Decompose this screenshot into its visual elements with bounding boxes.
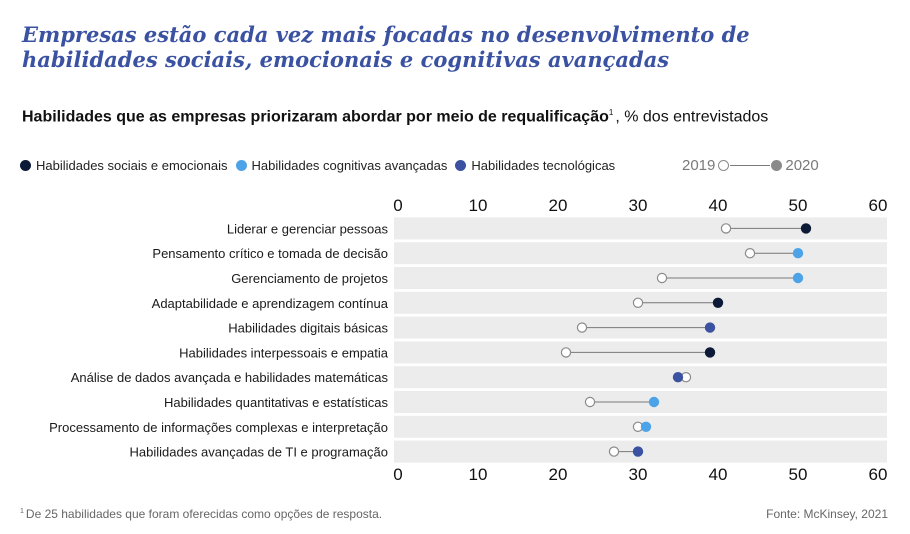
point-2020: [648, 396, 660, 408]
x-tick-label-top: 10: [469, 196, 488, 215]
subtitle-footnote-marker: 1: [608, 108, 614, 117]
row-label: Habilidades avançadas de TI e programaçã…: [130, 445, 388, 460]
legend-label-tech: Habilidades tecnológicas: [471, 158, 616, 173]
legend: Habilidades sociais e emocionais Habilid…: [20, 158, 623, 173]
legend-label-social: Habilidades sociais e emocionais: [36, 158, 228, 173]
x-tick-label-top: 30: [629, 196, 648, 215]
row-label: Análise de dados avançada e habilidades …: [71, 370, 389, 385]
point-2020: [792, 248, 804, 259]
point-2019: [632, 297, 644, 308]
year-legend-open-dot: [718, 160, 730, 171]
row-label: Processamento de informações complexas e…: [49, 420, 388, 435]
point-2019: [656, 272, 668, 284]
year-legend-end: 2020: [785, 157, 819, 174]
point-2019: [576, 322, 588, 333]
year-legend-line: [730, 165, 771, 166]
point-2019: [584, 396, 596, 408]
row-label: Habilidades digitais básicas: [228, 321, 388, 336]
legend-dot-cognitive: [235, 160, 247, 171]
row-label: Pensamento crítico e tomada de decisão: [152, 246, 388, 261]
point-2020: [640, 421, 652, 432]
point-2020: [792, 272, 804, 284]
x-tick-label-top: 0: [393, 196, 402, 215]
point-2020: [632, 446, 644, 457]
point-2020: [712, 297, 724, 308]
x-tick-label-top: 20: [549, 196, 568, 215]
legend-label-cognitive: Habilidades cognitivas avançadas: [251, 158, 448, 173]
x-tick-label-bottom: 40: [709, 465, 728, 484]
row-band: [394, 366, 887, 389]
legend-dot-tech: [455, 160, 467, 171]
source: Fonte: McKinsey, 2021: [766, 507, 888, 521]
point-2020: [704, 322, 716, 333]
chart-subtitle: Habilidades que as empresas priorizaram …: [22, 108, 768, 126]
x-tick-label-top: 60: [869, 196, 888, 215]
row-label: Gerenciamento de projetos: [231, 271, 388, 286]
row-band: [394, 267, 887, 289]
subtitle-units: , % dos entrevistados: [615, 108, 769, 126]
year-legend: 2019 2020: [682, 157, 819, 174]
legend-item-social: Habilidades sociais e emocionais: [20, 158, 228, 173]
point-2019: [744, 247, 756, 259]
footnote: 1 De 25 habilidades que foram oferecidas …: [20, 507, 382, 521]
legend-dot-social: [20, 160, 31, 171]
x-tick-label-bottom: 50: [789, 465, 808, 484]
x-tick-label-bottom: 10: [469, 465, 488, 484]
x-tick-label-bottom: 20: [549, 465, 568, 484]
year-legend-filled-dot: [771, 160, 783, 171]
x-tick-label-top: 40: [709, 196, 728, 215]
year-legend-start: 2019: [682, 157, 716, 174]
point-2020: [672, 372, 684, 383]
point-2019: [560, 347, 572, 358]
x-tick-label-bottom: 30: [629, 465, 648, 484]
footnote-marker: 1: [20, 508, 24, 515]
point-2020: [704, 347, 716, 358]
row-band: [394, 217, 887, 240]
row-label: Habilidades interpessoais e empatia: [179, 345, 389, 360]
subtitle-main: Habilidades que as empresas priorizaram …: [22, 108, 609, 126]
row-label: Habilidades quantitativas e estatísticas: [164, 395, 389, 410]
point-2019: [720, 223, 732, 234]
x-tick-label-top: 50: [789, 196, 808, 215]
point-2020: [800, 223, 812, 234]
row-label: Liderar e gerenciar pessoas: [227, 221, 389, 236]
legend-item-tech: Habilidades tecnológicas: [455, 158, 615, 173]
row-label: Adaptabilidade e aprendizagem contínua: [152, 296, 389, 311]
x-tick-label-bottom: 60: [869, 465, 888, 484]
footnote-text: De 25 habilidades que foram oferecidas c…: [25, 507, 383, 521]
row-band: [394, 242, 887, 265]
legend-item-cognitive: Habilidades cognitivas avançadas: [235, 158, 448, 173]
x-tick-label-bottom: 0: [393, 465, 402, 484]
point-2019: [608, 446, 620, 457]
chart-title: Empresas estão cada vez mais focadas no …: [22, 22, 750, 72]
